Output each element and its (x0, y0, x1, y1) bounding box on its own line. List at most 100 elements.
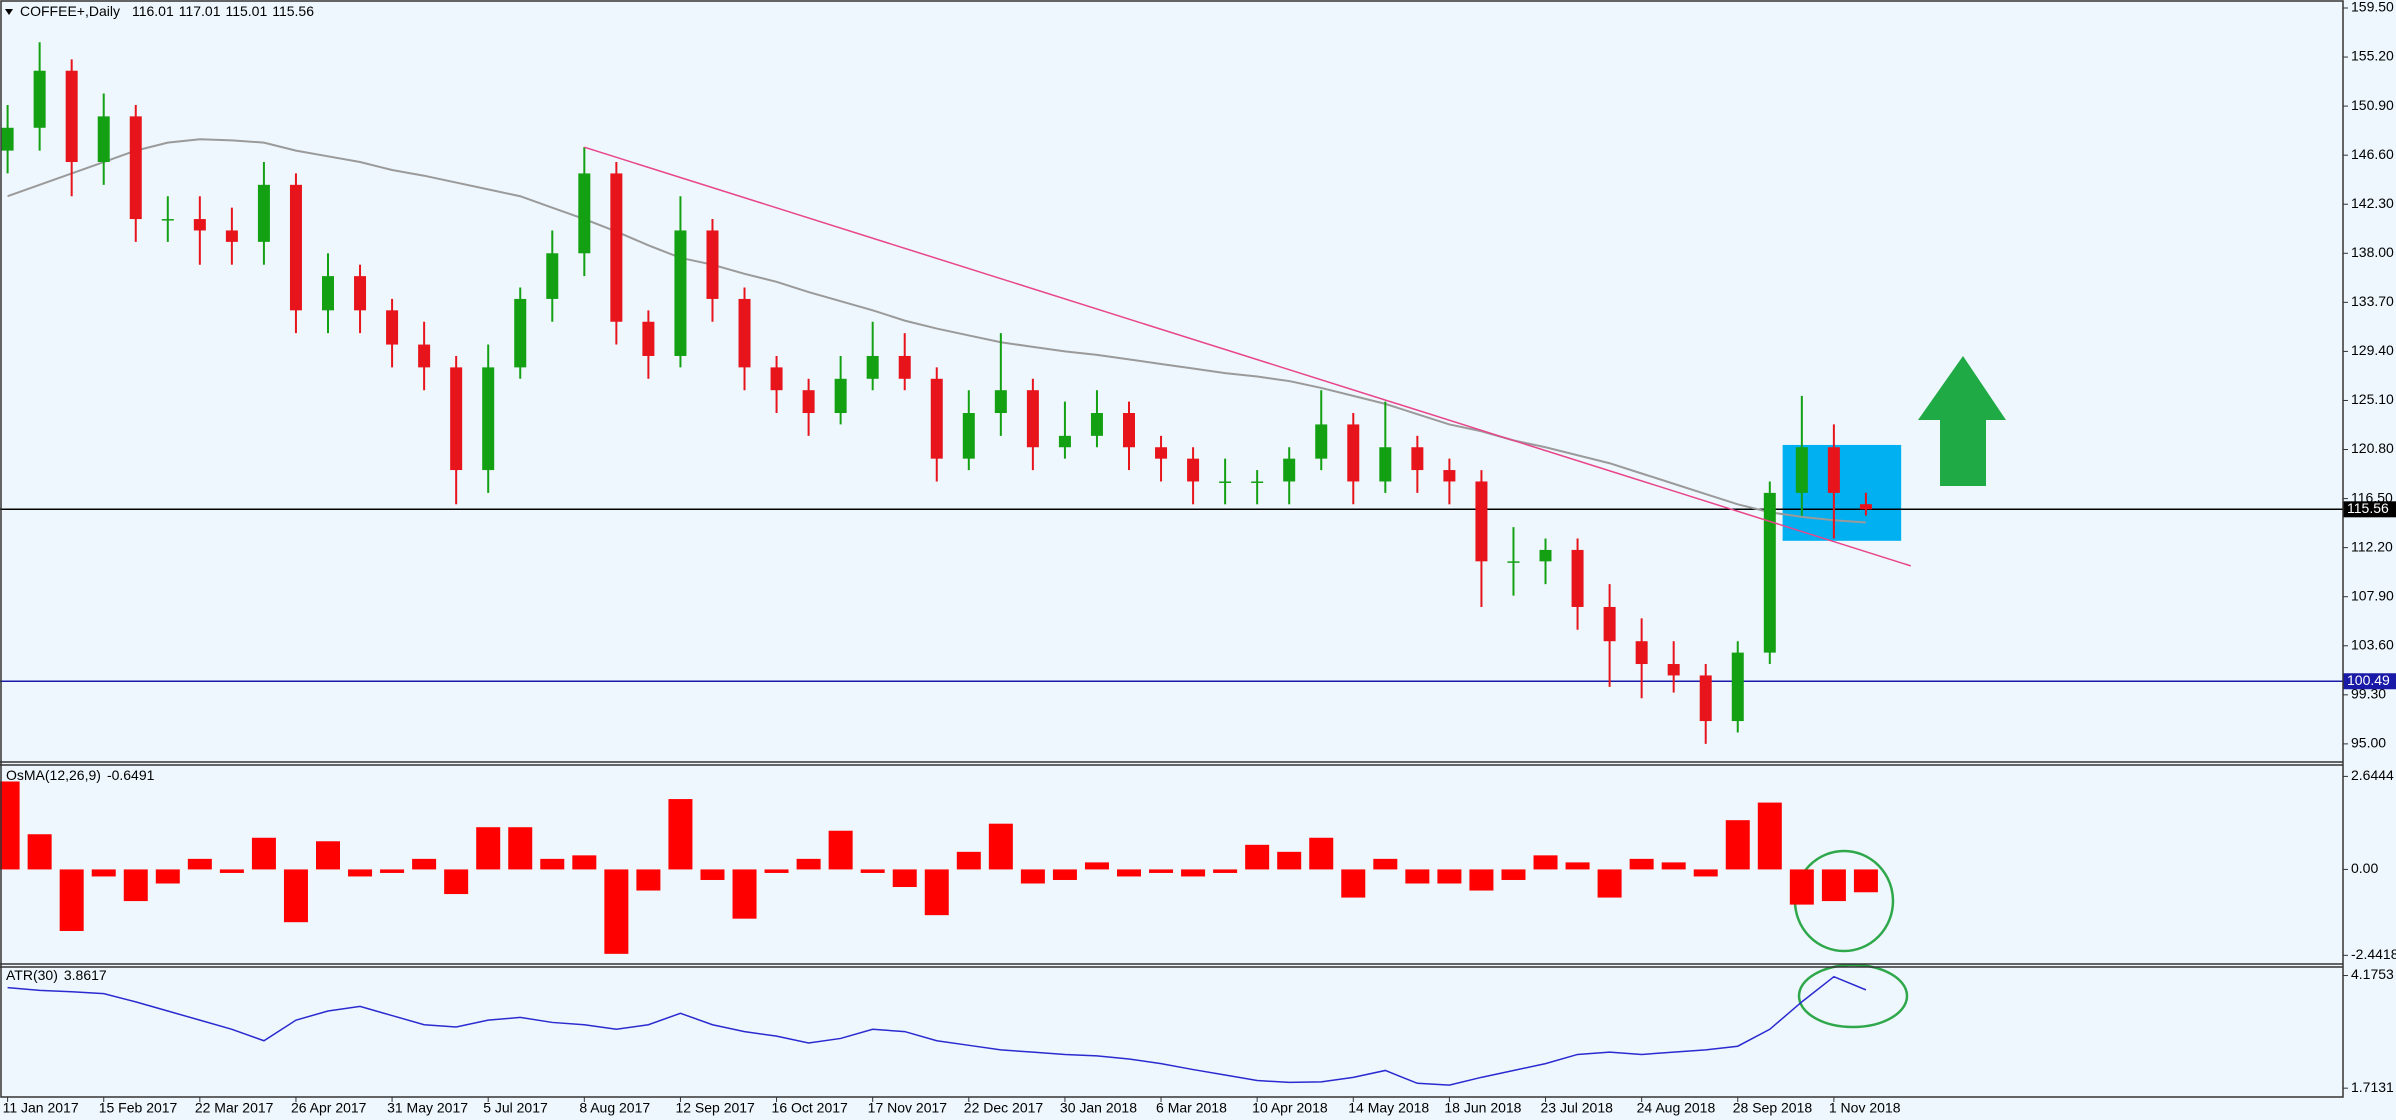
histogram-bar (988, 823, 1013, 870)
histogram-bar (508, 827, 533, 870)
candle-body (225, 230, 238, 242)
x-tick-label: 17 Nov 2017 (868, 1100, 948, 1116)
candle-body (1347, 424, 1360, 482)
x-tick-label: 5 Jul 2017 (483, 1100, 548, 1116)
candle-body (1603, 606, 1616, 642)
histogram-bar (668, 799, 693, 870)
candle-body (1475, 481, 1488, 562)
histogram-bar (828, 830, 853, 870)
y-tick-label: 107.90 (2351, 587, 2394, 603)
candle-body (1795, 447, 1808, 493)
highlight-circle (1797, 963, 1909, 1029)
indicator-value: 3.8617 (64, 967, 107, 983)
histogram-bar (123, 869, 148, 902)
histogram-bar (1821, 869, 1846, 902)
histogram-bar (1501, 869, 1526, 880)
y-tick-label: 99.30 (2351, 686, 2386, 702)
y-tick-label: 146.60 (2351, 146, 2394, 162)
histogram-bar (1693, 869, 1718, 877)
candle-body (1571, 549, 1584, 607)
indicator-title: OsMA(12,26,9) (6, 767, 101, 783)
candle-body (1667, 664, 1680, 676)
histogram-bar (1565, 862, 1590, 870)
candle-body (674, 230, 687, 356)
candle-body (322, 276, 334, 311)
x-tick-label: 10 Apr 2018 (1252, 1100, 1328, 1116)
y-tick-label: 155.20 (2351, 48, 2394, 64)
candle-body (738, 298, 751, 368)
indicator-header: OsMA(12,26,9) -0.6491 (6, 767, 155, 783)
candle-body (97, 116, 110, 163)
histogram-bar (1853, 869, 1878, 893)
histogram-bar (860, 869, 885, 873)
histogram-bar (604, 869, 629, 954)
candle-body (546, 253, 559, 299)
level-label: 100.49 (2347, 672, 2390, 688)
histogram-bar (444, 869, 469, 895)
x-tick-label: 22 Mar 2017 (195, 1100, 274, 1116)
histogram-bar (1597, 869, 1622, 898)
close-value: 115.56 (272, 3, 314, 19)
histogram-bar (380, 869, 405, 873)
y-tick-label: 112.20 (2351, 538, 2393, 554)
moving-average (7, 138, 1866, 524)
symbol: COFFEE+,Daily (20, 3, 120, 19)
candle-body (642, 321, 655, 356)
histogram-bar (1789, 869, 1814, 905)
frame (0, 0, 2344, 1098)
candle-body (129, 116, 142, 220)
histogram-bar (1725, 820, 1750, 870)
histogram-bar (1469, 869, 1494, 891)
up-arrow (1918, 356, 2006, 486)
plot-border (0, 0, 2344, 1098)
candle-body (1090, 413, 1103, 436)
histogram-bar (283, 869, 308, 923)
candle-body (418, 344, 431, 368)
histogram-bar (892, 869, 917, 888)
y-tick-label: 133.70 (2351, 293, 2394, 309)
y-tick-label: 120.80 (2351, 440, 2394, 456)
y-tick-label: 142.30 (2351, 195, 2394, 211)
histogram-bar (91, 869, 116, 877)
candle-body (161, 219, 174, 221)
histogram-bar (1629, 858, 1654, 870)
x-tick-label: 31 May 2017 (387, 1100, 468, 1116)
x-tick-label: 30 Jan 2018 (1060, 1100, 1137, 1116)
histogram-bar (924, 869, 949, 916)
candle-body (1539, 549, 1552, 562)
candle-body (1507, 561, 1520, 563)
histogram-bar (540, 858, 565, 870)
x-tick-label: 22 Dec 2017 (964, 1100, 1044, 1116)
candle-body (1443, 470, 1456, 482)
candle-body (1155, 447, 1168, 459)
histogram-bar (1309, 837, 1334, 870)
chart-header: COFFEE+,Daily 116.01 117.01 115.01 115.56 (20, 3, 314, 19)
candle-body (578, 173, 591, 254)
candle-body (257, 184, 270, 242)
candle-body (1827, 447, 1840, 493)
histogram-bar (348, 869, 373, 877)
open-value: 116.01 (132, 3, 174, 19)
candle-body (193, 219, 206, 231)
histogram-bar (1020, 869, 1045, 884)
candle-body (1251, 481, 1264, 483)
y-tick-label: 103.60 (2351, 636, 2394, 652)
histogram-bar (700, 869, 725, 880)
candle-body (33, 70, 46, 128)
candle-body (1219, 481, 1232, 483)
candle-body (1731, 652, 1744, 722)
histogram-bar (636, 869, 661, 891)
histogram-bar (59, 869, 84, 931)
x-tick-label: 6 Mar 2018 (1156, 1100, 1227, 1116)
indicator-line (7, 975, 1867, 1086)
histogram-bar (1084, 862, 1109, 870)
histogram-bar (251, 837, 276, 870)
histogram-bar (796, 858, 821, 870)
histogram-bar (476, 827, 501, 870)
candle-body (1763, 492, 1776, 653)
y-tick-label: 4.1753 (2351, 966, 2394, 982)
y-tick-label: 138.00 (2351, 244, 2394, 260)
y-tick-label: 116.50 (2351, 489, 2393, 505)
